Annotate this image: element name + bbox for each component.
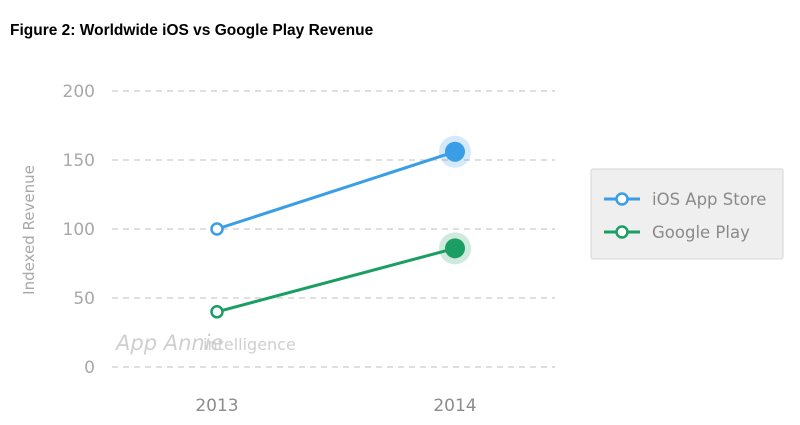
app-annie-watermark: App Annie intelligence [114,331,296,355]
legend-box [590,168,784,260]
data-point [210,222,224,236]
legend-swatch-marker [615,192,629,206]
data-series [210,135,471,319]
x-tick-label: 2014 [433,396,476,416]
data-point [445,238,465,259]
watermark-suffix: intelligence [203,335,296,354]
y-tick-labels: 0 50 100 150 200 [63,82,95,378]
legend: iOS App Store Google Play [590,168,784,260]
figure-title: Figure 2: Worldwide iOS vs Google Play R… [10,22,374,39]
legend-label: iOS App Store [652,190,766,209]
watermark-brand: App Annie [114,331,223,355]
gridlines [112,90,555,368]
y-tick-label: 100 [63,220,95,240]
legend-swatch-marker [615,225,629,239]
data-point [210,305,224,319]
legend-label: Google Play [652,223,750,242]
series-line [216,246,456,314]
x-tick-labels: 2013 2014 [195,396,476,416]
data-point [445,141,465,162]
y-axis-label: Indexed Revenue [20,165,38,295]
y-tick-label: 200 [63,82,95,102]
y-tick-label: 0 [84,358,95,378]
y-tick-label: 50 [73,289,95,309]
y-tick-label: 150 [63,151,95,171]
series-line [216,150,456,231]
x-tick-label: 2013 [195,396,238,416]
